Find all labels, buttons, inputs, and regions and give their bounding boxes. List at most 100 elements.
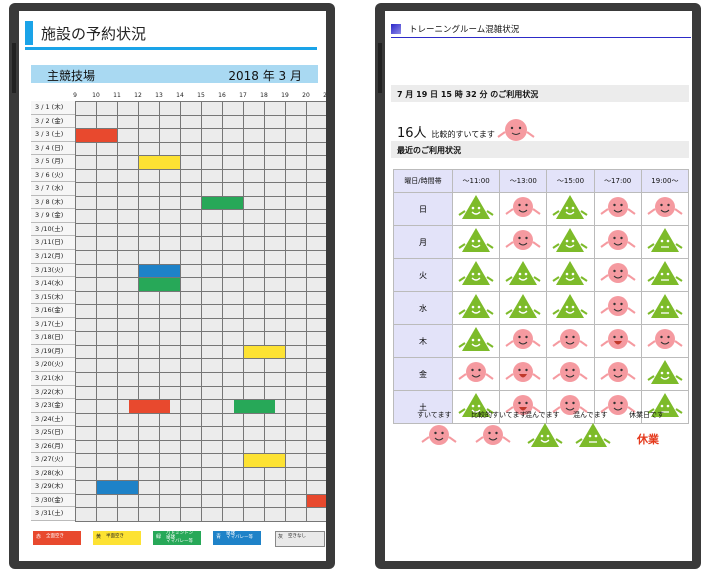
pink-face-icon <box>505 395 541 415</box>
grid-hline <box>75 507 326 509</box>
date-label: 3 /10(土) <box>31 222 75 237</box>
weekday-cell: 土 <box>393 390 453 424</box>
status-cell <box>451 324 501 358</box>
grid-hline <box>75 250 326 252</box>
pink-face-icon <box>458 362 494 382</box>
reservation-block[interactable] <box>139 264 180 278</box>
date-label: 3 / 9 (金) <box>31 209 75 223</box>
status-cell <box>593 192 642 226</box>
date-label: 3 / 2 (金) <box>31 114 75 129</box>
grid-hline <box>75 412 326 414</box>
triangle-face-icon <box>527 423 563 447</box>
date-label: 3 /21(水) <box>31 371 75 386</box>
status-cell <box>499 258 548 292</box>
date-label: 3 / 5 (月) <box>31 155 75 169</box>
grid-hline <box>75 521 326 522</box>
hour-tick: 19 <box>281 92 289 99</box>
reservation-block[interactable] <box>244 454 285 467</box>
reservation-block[interactable] <box>233 400 275 413</box>
reservation-block[interactable] <box>139 278 180 291</box>
reservation-block[interactable] <box>76 129 117 142</box>
pink-face-icon <box>552 362 589 382</box>
recent-header-text: 最近のご利用状況 <box>397 146 461 155</box>
table-row: 日 <box>393 192 690 226</box>
legend-key: 緑 <box>156 534 162 540</box>
grid-hline <box>75 304 326 306</box>
legend-item: 黄半面空き <box>93 531 141 545</box>
reservation-block[interactable] <box>128 400 170 413</box>
status-cell <box>640 291 690 325</box>
legend-item: 緑バドミントン 卓球 ママバレー等 <box>153 531 201 545</box>
status-cell <box>640 357 690 391</box>
triangle-face-icon <box>458 294 494 318</box>
status-cell <box>451 357 501 391</box>
triangle-face-icon <box>505 294 541 318</box>
triangle-face-icon <box>647 360 683 384</box>
pink-face-icon <box>600 197 636 217</box>
weekday-cell: 木 <box>393 324 453 358</box>
triangle-face-icon <box>458 327 494 351</box>
pink-face-icon <box>600 395 636 415</box>
status-cell <box>640 324 690 358</box>
pink-face-icon <box>552 329 589 349</box>
legend-label: 半面空き <box>106 534 124 539</box>
hour-tick: 18 <box>260 92 268 99</box>
status-cell <box>593 357 642 391</box>
legend-label: 卓球 ママバレー等 <box>226 531 253 540</box>
facility-name: 主競技場 <box>47 69 96 83</box>
grid-hline <box>75 141 326 143</box>
grid-hline <box>75 290 326 292</box>
hour-tick: 12 <box>134 92 142 99</box>
grid-hline <box>75 399 326 401</box>
legend-label: 全面空き <box>46 534 64 539</box>
side-button <box>12 43 16 93</box>
date-label: 3 / 7 (水) <box>31 182 75 196</box>
triangle-face-icon <box>647 294 683 318</box>
grid-vline <box>222 101 223 521</box>
status-cell <box>546 390 595 424</box>
grid-vline <box>138 101 139 521</box>
grid-hline <box>75 101 326 102</box>
date-label: 3 /23(金) <box>31 399 75 413</box>
date-label: 3 /18(日) <box>31 331 75 345</box>
status-cell <box>499 192 548 226</box>
reservation-grid[interactable] <box>75 101 326 522</box>
grid-hline <box>75 263 326 265</box>
title-accent-bar <box>25 21 33 45</box>
date-label: 3 /27(火) <box>31 453 75 467</box>
reservation-block[interactable] <box>202 196 243 210</box>
grid-hline <box>75 168 326 170</box>
reservation-block[interactable] <box>244 345 285 359</box>
grid-hline <box>75 128 326 130</box>
grid-vline <box>159 101 160 521</box>
page-title-text: トレーニングルーム混雑状況 <box>409 25 520 35</box>
reservation-block[interactable] <box>97 481 138 494</box>
pink-face-icon <box>600 362 636 382</box>
page-title: トレーニングルーム混雑状況 <box>391 23 691 38</box>
grid-hline <box>75 426 326 428</box>
hour-tick: 20 <box>302 92 310 99</box>
current-status-label: 比較的すいてます <box>431 130 495 139</box>
status-cell <box>593 390 642 424</box>
date-label: 3 /20(火) <box>31 358 75 372</box>
date-label: 3 /11(日) <box>31 236 75 251</box>
current-face-icon <box>497 119 535 141</box>
reservation-block[interactable] <box>139 156 180 169</box>
legend-icon <box>525 421 565 453</box>
status-cell <box>499 357 548 391</box>
hour-tick: 10 <box>92 92 100 99</box>
table-row: 月 <box>393 225 690 259</box>
grid-hline <box>75 222 326 224</box>
grid-hline <box>75 344 326 346</box>
hour-tick: 17 <box>239 92 247 99</box>
reservation-block[interactable] <box>307 494 326 508</box>
hour-tick: 14 <box>176 92 184 99</box>
weekday-cell: 水 <box>393 291 453 325</box>
status-header-text: 7 月 19 日 15 時 32 分 のご利用状況 <box>397 90 539 99</box>
grid-hline <box>75 182 326 184</box>
grid-vline <box>75 101 76 521</box>
legend-label: 休業日です <box>629 411 664 419</box>
grid-hline <box>75 371 326 373</box>
facility-header: 主競技場 2018 年 3 月 <box>31 65 318 83</box>
status-cell <box>640 258 690 292</box>
